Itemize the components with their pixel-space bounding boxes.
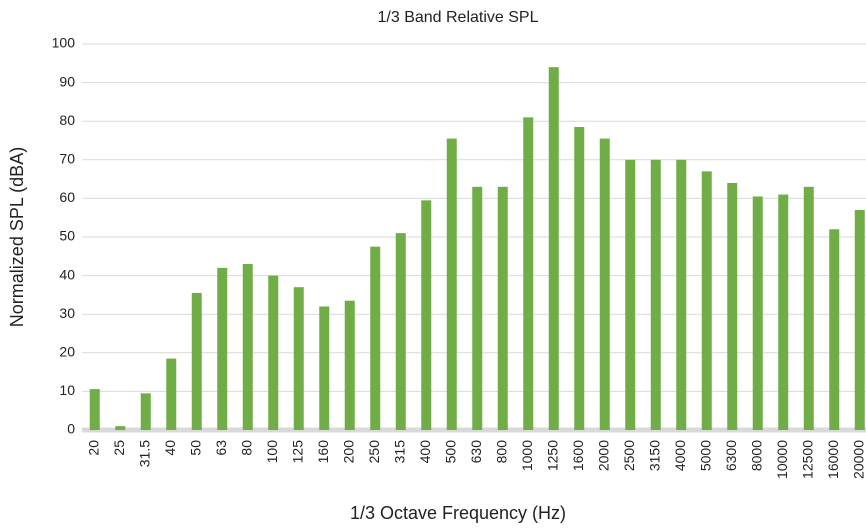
bar xyxy=(268,275,279,430)
y-tick-label: 50 xyxy=(59,228,75,244)
bar xyxy=(676,159,687,431)
bar xyxy=(599,138,610,430)
bar xyxy=(727,182,738,430)
bar xyxy=(293,287,304,430)
y-tick-label: 100 xyxy=(52,35,76,51)
x-tick-label: 315 xyxy=(391,440,407,464)
bar xyxy=(446,138,457,430)
x-tick-label: 400 xyxy=(417,440,433,464)
x-tick-label: 100 xyxy=(264,440,280,464)
x-tick-label: 40 xyxy=(162,440,178,456)
x-tick-label: 160 xyxy=(315,440,331,464)
x-tick-label: 200 xyxy=(340,440,356,464)
x-tick-label: 63 xyxy=(213,440,229,456)
bar xyxy=(701,171,712,430)
bar xyxy=(497,186,508,430)
x-tick-label: 2000 xyxy=(595,440,611,471)
x-tick-label: 1600 xyxy=(570,440,586,471)
x-tick-label: 6300 xyxy=(723,440,739,471)
x-tick-label: 2500 xyxy=(621,440,637,471)
x-tick-label: 4000 xyxy=(672,440,688,471)
bar xyxy=(752,196,763,430)
x-tick-label: 31.5 xyxy=(136,440,152,467)
x-tick-label: 630 xyxy=(468,440,484,464)
bar xyxy=(395,233,406,430)
bar xyxy=(166,358,177,430)
bar xyxy=(191,292,202,430)
bar xyxy=(778,194,789,430)
x-axis-title: 1/3 Octave Frequency (Hz) xyxy=(350,503,566,523)
bar xyxy=(523,117,534,430)
bar xyxy=(829,229,840,430)
x-tick-label: 12500 xyxy=(799,440,815,479)
x-tick-label: 25 xyxy=(111,440,127,456)
x-tick-label: 20000 xyxy=(850,440,866,479)
x-tick-label: 3150 xyxy=(646,440,662,471)
x-tick-label: 20 xyxy=(85,440,101,456)
bar xyxy=(625,159,636,431)
y-tick-label: 80 xyxy=(59,112,75,128)
y-tick-label: 60 xyxy=(59,189,75,205)
bar xyxy=(854,209,865,430)
x-tick-label: 10000 xyxy=(774,440,790,479)
y-tick-label: 0 xyxy=(67,421,75,437)
y-axis-title: Normalized SPL (dBA) xyxy=(7,147,27,327)
x-tick-label: 1000 xyxy=(519,440,535,471)
y-tick-label: 30 xyxy=(59,305,75,321)
x-tick-label: 5000 xyxy=(697,440,713,471)
chart-title: 1/3 Band Relative SPL xyxy=(378,9,539,26)
x-tick-label: 80 xyxy=(238,440,254,456)
bar xyxy=(319,306,330,430)
bar xyxy=(242,264,253,430)
y-tick-label: 20 xyxy=(59,344,75,360)
x-tick-label: 8000 xyxy=(748,440,764,471)
bar xyxy=(217,267,228,430)
x-tick-label: 250 xyxy=(366,440,382,464)
y-tick-label: 10 xyxy=(59,382,75,398)
bar xyxy=(548,67,559,430)
bar xyxy=(803,186,814,430)
bar xyxy=(344,300,355,430)
bar xyxy=(89,389,100,430)
bar xyxy=(370,246,381,430)
x-tick-label: 800 xyxy=(493,440,509,464)
bar xyxy=(650,159,661,431)
bar xyxy=(472,186,483,430)
bar xyxy=(574,126,585,431)
x-tick-label: 500 xyxy=(442,440,458,464)
y-tick-label: 70 xyxy=(59,151,75,167)
x-tick-label: 1250 xyxy=(544,440,560,471)
y-tick-label: 90 xyxy=(59,73,75,89)
bar xyxy=(115,426,126,430)
x-tick-label: 50 xyxy=(187,440,203,456)
x-tick-label: 125 xyxy=(289,440,305,464)
bar xyxy=(140,393,151,430)
x-tick-label: 16000 xyxy=(825,440,841,479)
bar xyxy=(421,200,432,430)
y-tick-label: 40 xyxy=(59,266,75,282)
